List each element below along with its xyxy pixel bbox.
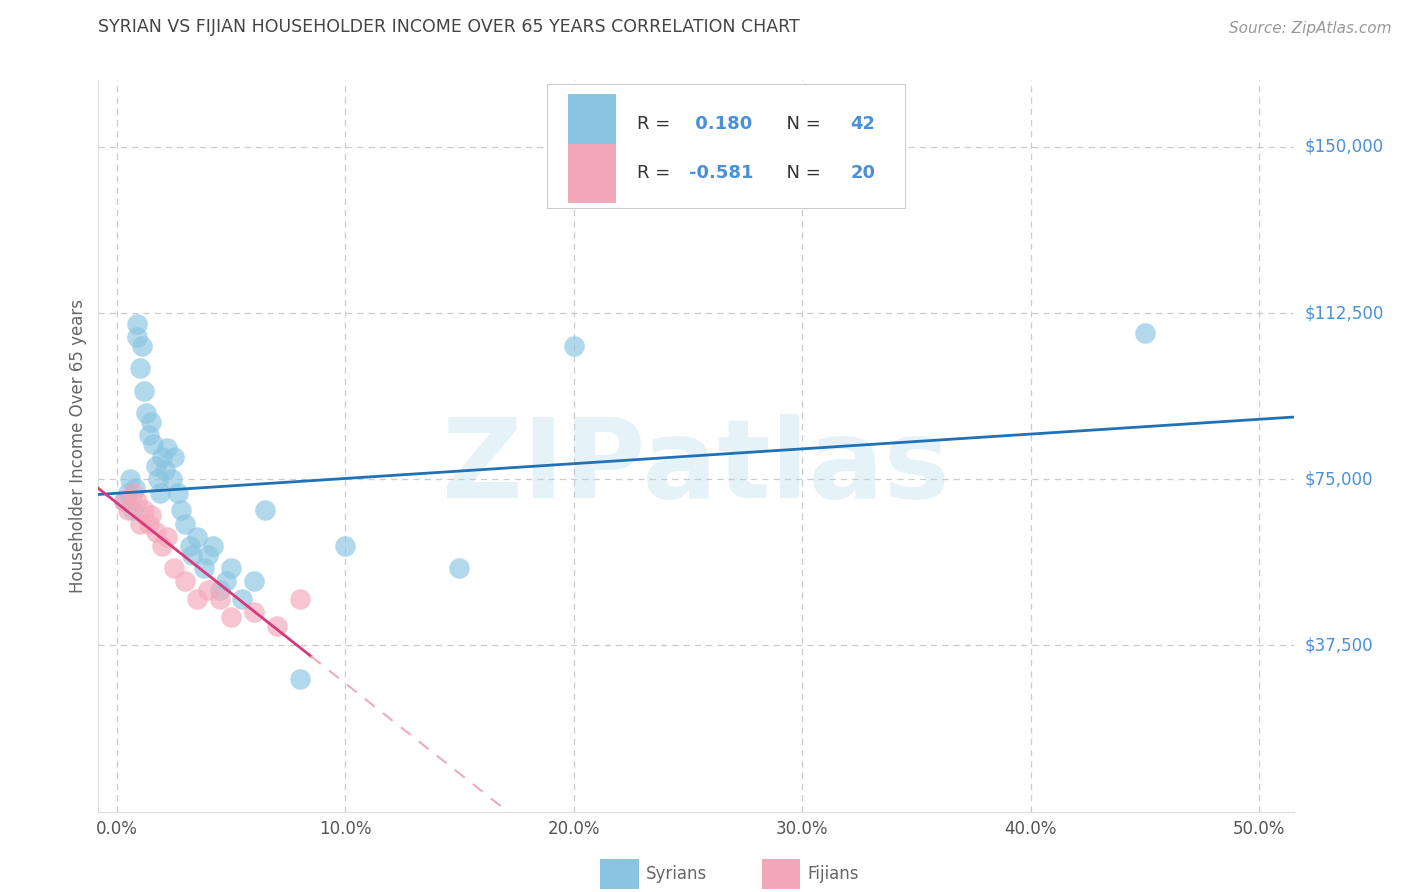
Point [127, 317, 149, 331]
Text: Source: ZipAtlas.com: Source: ZipAtlas.com [1229, 21, 1392, 36]
Point [139, 415, 162, 429]
Point [197, 548, 219, 562]
Point [149, 485, 172, 500]
Text: $37,500: $37,500 [1305, 637, 1374, 655]
Text: R =: R = [637, 115, 676, 133]
FancyBboxPatch shape [762, 859, 800, 888]
Point [208, 583, 231, 598]
FancyBboxPatch shape [600, 859, 638, 888]
Point [219, 561, 242, 575]
Point [163, 561, 186, 575]
Point [208, 591, 231, 606]
Point [243, 605, 266, 619]
Point [254, 503, 277, 517]
Point [266, 618, 288, 632]
FancyBboxPatch shape [547, 84, 905, 209]
Text: N =: N = [775, 115, 827, 133]
Point [145, 458, 167, 473]
Point [243, 574, 266, 589]
Point [117, 503, 139, 517]
Point [288, 672, 311, 686]
Point [124, 481, 146, 495]
Point [121, 503, 143, 517]
Point [153, 463, 176, 477]
Point [134, 503, 156, 517]
Text: 0.180: 0.180 [689, 115, 752, 133]
Point [142, 437, 165, 451]
Point [117, 485, 139, 500]
Point [138, 516, 160, 531]
Point [139, 508, 162, 522]
Point [156, 530, 179, 544]
Text: ZIPatlas: ZIPatlas [441, 415, 950, 522]
Point [127, 494, 149, 508]
Point [562, 339, 585, 353]
Text: 42: 42 [851, 115, 875, 133]
Point [152, 450, 174, 464]
Point [449, 561, 471, 575]
Point [112, 494, 135, 508]
Point [193, 561, 215, 575]
Point [138, 428, 160, 442]
Text: $112,500: $112,500 [1305, 304, 1384, 322]
Point [170, 503, 193, 517]
Point [186, 591, 208, 606]
Text: Syrians: Syrians [645, 865, 707, 883]
Point [128, 361, 150, 376]
Text: $75,000: $75,000 [1305, 470, 1374, 488]
Point [174, 574, 197, 589]
FancyBboxPatch shape [568, 95, 616, 153]
Text: Fijians: Fijians [807, 865, 859, 883]
Point [1133, 326, 1156, 340]
Point [197, 583, 219, 598]
Text: 20: 20 [851, 164, 875, 183]
Text: SYRIAN VS FIJIAN HOUSEHOLDER INCOME OVER 65 YEARS CORRELATION CHART: SYRIAN VS FIJIAN HOUSEHOLDER INCOME OVER… [98, 18, 800, 36]
Point [231, 591, 253, 606]
Point [179, 539, 201, 553]
Point [128, 516, 150, 531]
Point [219, 609, 242, 624]
Point [134, 384, 156, 398]
Text: R =: R = [637, 164, 676, 183]
Point [156, 441, 179, 455]
Point [120, 472, 142, 486]
Point [174, 516, 197, 531]
Point [167, 485, 190, 500]
Point [163, 450, 186, 464]
Point [131, 339, 153, 353]
Text: -0.581: -0.581 [689, 164, 754, 183]
Point [186, 530, 208, 544]
Point [121, 485, 143, 500]
Point [160, 472, 183, 486]
Point [145, 525, 167, 540]
Point [181, 548, 204, 562]
Point [335, 539, 357, 553]
Point [135, 406, 157, 420]
Point [146, 472, 169, 486]
Y-axis label: Householder Income Over 65 years: Householder Income Over 65 years [69, 299, 87, 593]
Text: $150,000: $150,000 [1305, 137, 1384, 156]
Point [152, 539, 174, 553]
Point [112, 494, 135, 508]
Text: N =: N = [775, 164, 827, 183]
Point [288, 591, 311, 606]
Point [215, 574, 238, 589]
FancyBboxPatch shape [568, 145, 616, 202]
Point [127, 330, 149, 344]
Point [201, 539, 224, 553]
